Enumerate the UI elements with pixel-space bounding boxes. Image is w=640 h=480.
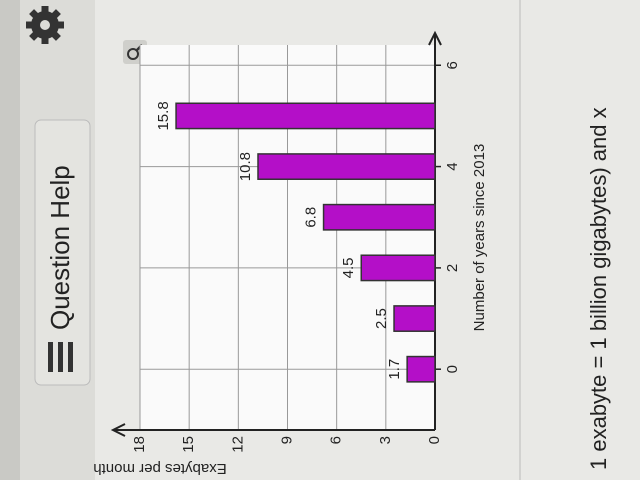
y-tick-label: 9 (278, 436, 295, 444)
value-label: 10.8 (237, 152, 254, 181)
bar (406, 355, 436, 383)
x-axis-label: Number of years since 2013 (471, 144, 488, 332)
x-tick-label: 0 (444, 365, 461, 373)
bar (257, 153, 436, 180)
value-label: 2.5 (373, 308, 390, 329)
bar (175, 102, 436, 130)
x-axis-arrow (428, 30, 442, 46)
x-tick-label: 2 (444, 264, 461, 272)
y-tick-label: 0 (426, 436, 443, 444)
value-label: 4.5 (340, 257, 357, 278)
bar (360, 254, 436, 282)
value-label: 15.8 (155, 101, 172, 130)
x-tick-label: 6 (444, 61, 461, 69)
y-tick-label: 15 (180, 436, 197, 453)
x-tick-label: 4 (444, 162, 461, 170)
y-axis-arrow (110, 423, 126, 437)
y-tick-label: 12 (229, 436, 246, 453)
y-tick-label: 3 (377, 436, 394, 444)
header-title: Question Help (45, 165, 75, 330)
footer-text: 1 exabyte = 1 billion gigabytes) and x (586, 107, 611, 470)
value-label: 6.8 (303, 207, 320, 228)
y-tick-label: 18 (131, 436, 148, 453)
value-label: 1.7 (386, 359, 403, 380)
settings-gear[interactable] (26, 6, 64, 44)
question-help-button[interactable] (34, 119, 91, 386)
bar (322, 203, 436, 231)
y-axis-label: Exabytes per month (93, 460, 226, 477)
y-tick-label: 6 (328, 436, 345, 444)
top-strip (0, 0, 20, 480)
menu-icon (48, 342, 73, 372)
bar (393, 305, 436, 332)
